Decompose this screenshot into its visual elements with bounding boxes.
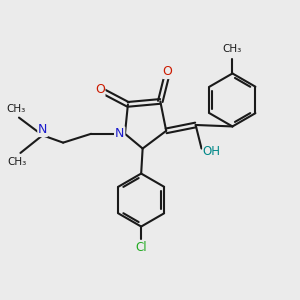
Text: Cl: Cl <box>135 241 147 254</box>
Text: CH₃: CH₃ <box>8 158 27 167</box>
Text: O: O <box>95 83 105 96</box>
Text: CH₃: CH₃ <box>6 104 26 114</box>
Text: N: N <box>38 124 47 136</box>
Text: O: O <box>163 65 172 79</box>
Text: CH₃: CH₃ <box>223 44 242 54</box>
Text: OH: OH <box>203 145 221 158</box>
Text: N: N <box>115 127 124 140</box>
